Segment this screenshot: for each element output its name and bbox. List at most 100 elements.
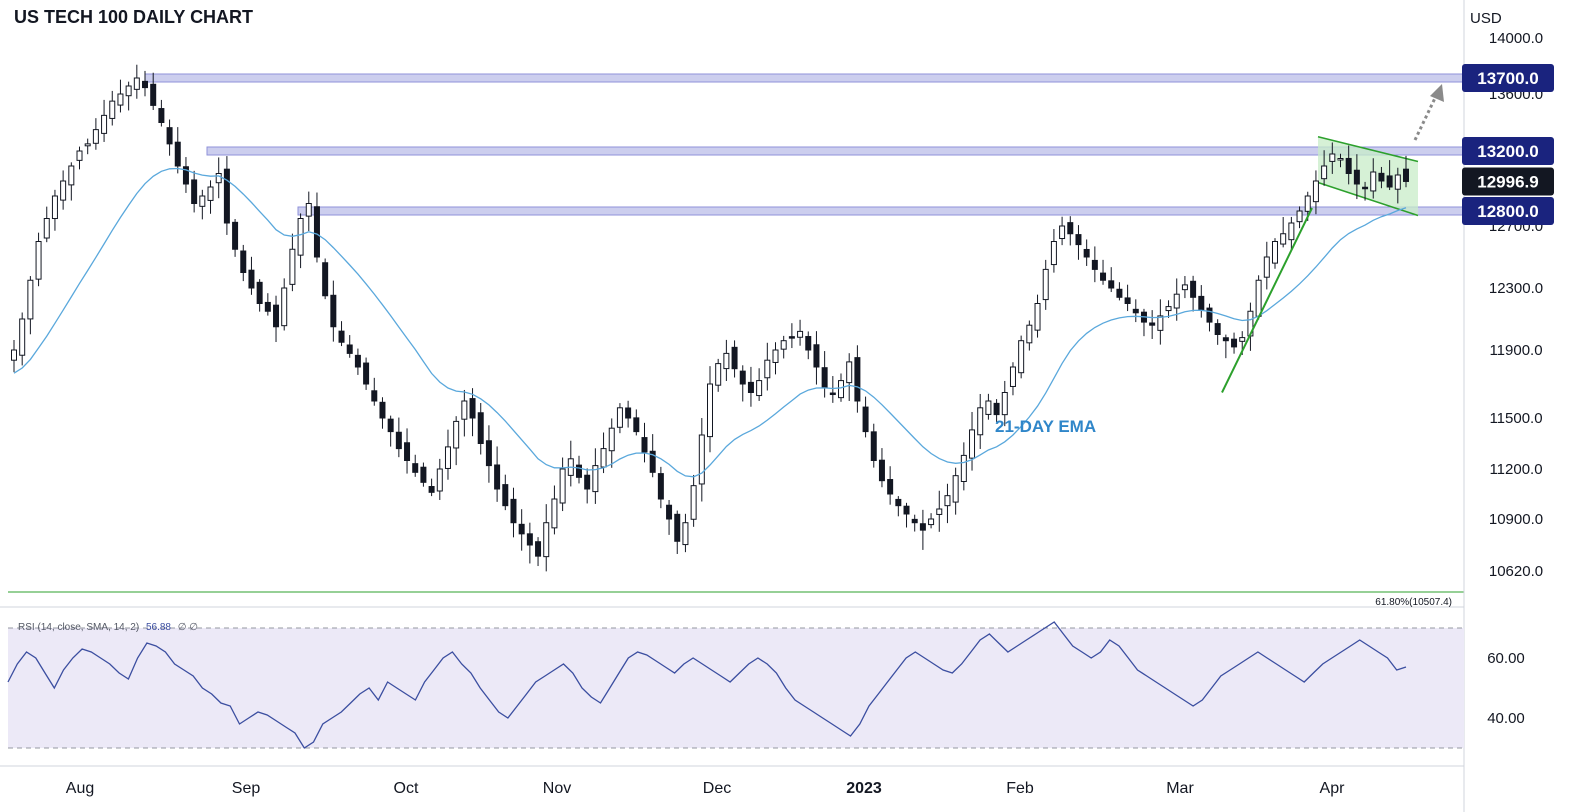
candle-body xyxy=(43,218,50,239)
price-axis: 14000.013600.012700.012300.011900.011500… xyxy=(1489,30,1543,580)
candle-body xyxy=(1378,172,1385,182)
candle-body xyxy=(1214,323,1221,335)
candle-body xyxy=(273,304,280,328)
candle-body xyxy=(109,100,116,119)
currency-label: USD xyxy=(1470,10,1502,27)
channel-upper xyxy=(1317,136,1419,163)
candle-body xyxy=(747,381,754,393)
month-label: Mar xyxy=(1166,780,1194,797)
candle-body xyxy=(862,406,869,433)
candle-body xyxy=(535,541,542,557)
candle-body xyxy=(666,504,673,520)
candle-body xyxy=(1312,180,1319,203)
candle-body xyxy=(903,505,910,515)
candle-body xyxy=(1067,222,1074,235)
candle-body xyxy=(453,420,460,449)
candle-body xyxy=(821,367,828,388)
candle-body xyxy=(1173,293,1180,309)
candle-body xyxy=(1124,297,1131,304)
candle-body xyxy=(543,522,550,558)
candle-body xyxy=(1337,158,1344,161)
candle-body xyxy=(363,362,370,385)
candle-body xyxy=(698,434,705,485)
rsi-axis: 60.00 40.00 xyxy=(1487,650,1525,727)
candle-body xyxy=(829,392,836,396)
candle-body xyxy=(1353,169,1360,185)
candle-body xyxy=(1394,174,1401,190)
rsi-legend-name: RSI (14, close, SMA, 14, 2) xyxy=(18,622,139,633)
candle-body xyxy=(846,361,853,384)
candle-body xyxy=(1001,392,1008,416)
candle-body xyxy=(895,498,902,507)
rsi-legend-extra: ∅ ∅ xyxy=(178,622,198,633)
level-badge-label: 13700.0 xyxy=(1477,69,1538,88)
candle-body xyxy=(592,465,599,493)
candle-body xyxy=(616,407,623,428)
candle-body xyxy=(240,250,247,273)
candle-body xyxy=(35,241,42,280)
candle-body xyxy=(1280,233,1287,245)
candle-body xyxy=(469,398,476,419)
month-label: Aug xyxy=(66,780,94,797)
candle-body xyxy=(322,262,329,297)
candle-body xyxy=(936,508,943,515)
candle-body xyxy=(649,450,656,473)
projection-arrow xyxy=(1413,84,1444,141)
candle-body xyxy=(1026,324,1033,344)
candle-body xyxy=(797,330,804,338)
candle-body xyxy=(142,80,149,89)
candle-body xyxy=(625,407,632,419)
candle-body xyxy=(51,195,58,220)
rsi-line xyxy=(7,621,1407,749)
candle-body xyxy=(838,380,845,399)
candle-body xyxy=(1157,315,1164,331)
candle-body xyxy=(84,143,91,147)
candle-body xyxy=(166,127,173,145)
candle-body xyxy=(608,427,615,452)
candle-body xyxy=(281,287,288,327)
candle-body xyxy=(150,83,157,106)
candle-body xyxy=(68,165,75,186)
level-band xyxy=(206,146,1465,156)
ema-line xyxy=(13,167,1407,478)
candle-body xyxy=(330,294,337,328)
candle-body xyxy=(1231,338,1238,348)
candle-body xyxy=(1059,225,1066,240)
candle-body xyxy=(526,533,533,546)
candle-body xyxy=(600,448,607,468)
candle-body xyxy=(1239,337,1246,342)
candle-body xyxy=(1403,168,1409,182)
candle-body xyxy=(199,195,206,207)
month-label: Dec xyxy=(703,780,731,797)
candle-body xyxy=(1362,186,1369,190)
candle-body xyxy=(19,318,26,356)
candle-body xyxy=(379,401,386,419)
fib-label: 61.80%(10507.4) xyxy=(1375,597,1452,608)
candle-body xyxy=(854,357,861,402)
month-label: Apr xyxy=(1320,780,1346,797)
candle-body xyxy=(690,485,697,520)
level-badge xyxy=(1462,197,1554,225)
candle-body xyxy=(780,340,787,350)
candle-body xyxy=(404,442,411,461)
candle-body xyxy=(993,402,1000,416)
candle-body xyxy=(1108,280,1115,289)
candle-body xyxy=(1181,284,1188,291)
candle-body xyxy=(1149,322,1156,326)
candle-body xyxy=(739,370,746,385)
candle-body xyxy=(559,468,566,504)
candle-body xyxy=(633,417,640,433)
last-price-badge xyxy=(1462,167,1554,196)
candle-body xyxy=(412,463,419,473)
arrow-shaft xyxy=(1413,95,1438,141)
candle-body xyxy=(248,269,255,289)
candle-body xyxy=(1296,210,1303,223)
candle-body xyxy=(878,459,885,482)
price-tick-label: 11500.0 xyxy=(1489,410,1542,427)
candle-body xyxy=(1386,175,1393,188)
candle-body xyxy=(182,166,189,185)
level-badge-label: 12800.0 xyxy=(1477,202,1538,221)
candle-body xyxy=(338,330,345,343)
rsi-legend: RSI (14, close, SMA, 14, 2) 56.88 ∅ ∅ xyxy=(18,622,198,633)
level-badge xyxy=(1462,137,1554,165)
